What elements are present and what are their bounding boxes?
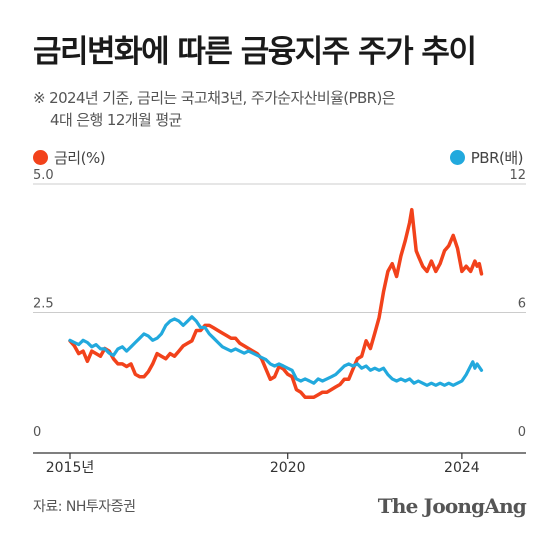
y-right-tick-label: 12 — [509, 168, 526, 183]
series-layer — [68, 207, 484, 400]
x-tick-label: 2020 — [270, 460, 306, 476]
y-right-tick-label: 6 — [518, 297, 526, 312]
legend-pbr-label: PBR(배) — [470, 149, 524, 167]
y-left-tick-label: 2.5 — [33, 297, 54, 312]
series-line-rate — [68, 207, 484, 400]
note-line-2: 4대 은행 12개월 평균 — [50, 111, 182, 129]
chart-note: ※ 2024년 기준, 금리는 국고채3년, 주가순자산비율(PBR)은 4대 … — [33, 87, 533, 131]
grid-layer — [33, 183, 526, 313]
legend-rate: 금리(%) — [33, 147, 106, 168]
legend-rate-label: 금리(%) — [54, 149, 106, 167]
legend-pbr: PBR(배) — [449, 147, 524, 168]
chart-title: 금리변화에 따른 금융지주 주가 추이 — [33, 34, 477, 70]
brand-logo: The JoongAng — [377, 494, 527, 518]
y-left-tick-label: 0 — [33, 425, 41, 440]
y-right-tick-label: 0 — [518, 425, 526, 440]
x-tick-label: 2015년 — [46, 460, 95, 476]
axis-layer: 0 2.5 5.0 0 6 12 2015년 2020 2024 — [33, 168, 526, 476]
source-label: 자료: NH투자증권 — [33, 499, 136, 515]
legend-pbr-dot — [449, 150, 465, 165]
legend-rate-dot — [33, 150, 48, 165]
x-tick-label: 2024 — [444, 460, 480, 476]
series-line-pbr — [68, 315, 484, 387]
y-left-tick-label: 5.0 — [33, 168, 54, 183]
note-line-1: ※ 2024년 기준, 금리는 국고채3년, 주가순자산비율(PBR)은 — [33, 89, 396, 107]
